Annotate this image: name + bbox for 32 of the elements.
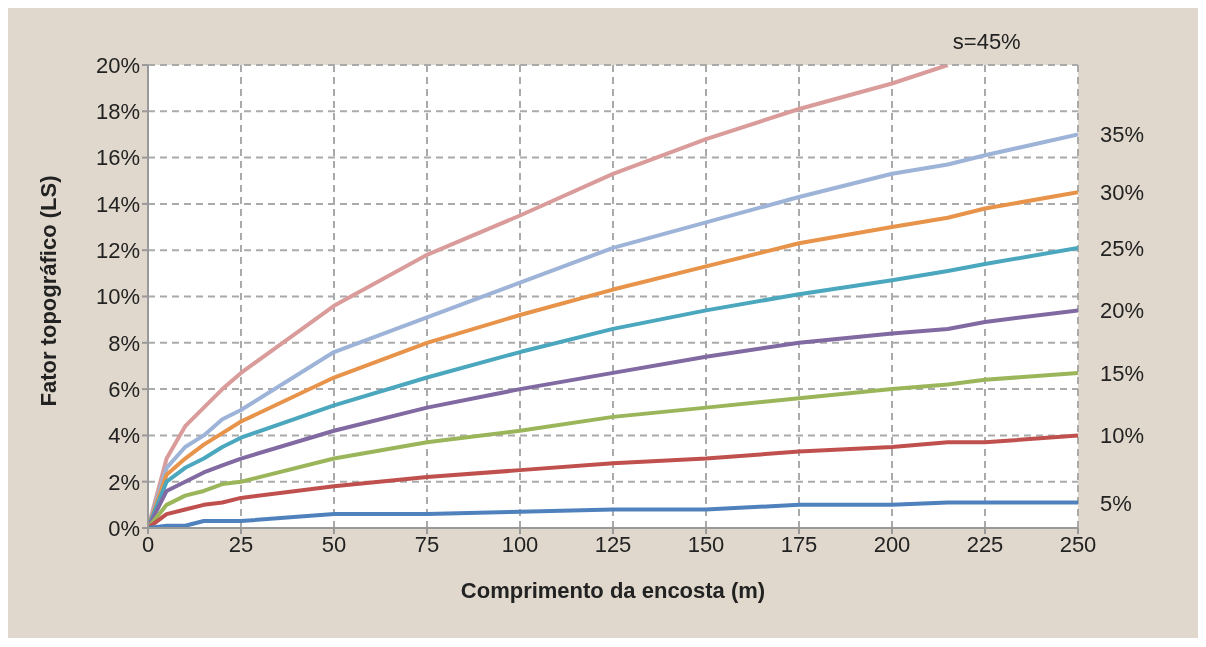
series-label: 25% [1100,235,1145,261]
x-tick-label: 0 [141,531,155,557]
y-tick-label: 0% [108,515,140,541]
series-label: 35% [1100,122,1145,148]
series-label: 10% [1100,423,1145,449]
series-label: 5% [1100,490,1132,516]
x-tick-label: 225 [966,531,1004,557]
series-label: 30% [1100,180,1145,206]
x-axis-title: Comprimento da encosta (m) [460,578,766,603]
y-tick-label: 6% [108,376,140,402]
y-tick-label: 14% [95,191,140,217]
series-label: s=45% [952,29,1021,54]
series-label: 20% [1100,298,1145,324]
y-tick-label: 16% [95,145,140,171]
x-tick-label: 250 [1059,531,1097,557]
x-tick-label: 200 [873,531,911,557]
y-tick-label: 10% [95,284,140,310]
y-tick-label: 8% [108,330,140,356]
x-tick-label: 175 [780,531,818,557]
y-tick-label: 4% [108,423,140,449]
x-tick-label: 25 [228,531,254,557]
x-tick-label: 50 [321,531,347,557]
x-tick-label: 100 [501,531,539,557]
y-tick-label: 20% [95,52,140,78]
y-axis-title: Fator topográfico (LS) [35,175,61,407]
x-tick-label: 150 [687,531,725,557]
y-tick-label: 18% [95,99,140,125]
y-tick-label: 12% [95,238,140,264]
x-tick-label: 125 [594,531,632,557]
x-tick-label: 75 [414,531,440,557]
y-tick-label: 2% [108,469,140,495]
series-label: 15% [1100,360,1145,386]
